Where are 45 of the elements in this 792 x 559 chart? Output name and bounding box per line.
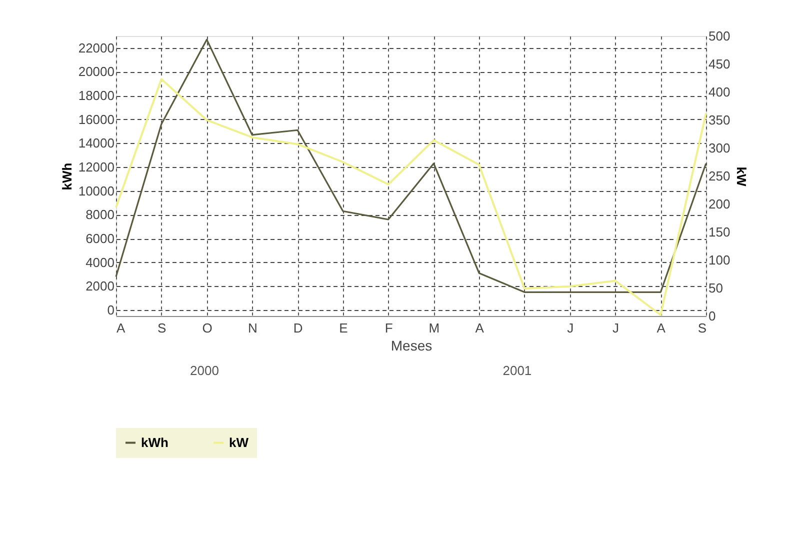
y-tick-label: 22000 [78, 40, 114, 56]
x-tick-label: S [698, 320, 707, 336]
text: 2000 [190, 363, 219, 378]
y2-tick-label: 0 [708, 308, 716, 324]
y2-tick-label: 100 [708, 252, 730, 268]
y2-tick-label: 50 [708, 280, 723, 296]
text: 2001 [502, 363, 532, 378]
x-tick-label: A [656, 320, 666, 336]
y2-tick-label: 200 [708, 196, 730, 212]
y2-tick-label: 500 [708, 28, 730, 44]
y2-tick-label: 300 [708, 140, 730, 156]
x-tick-label: M [428, 320, 440, 336]
x-tick-label: N [248, 320, 258, 336]
x-tick-label: A [475, 320, 484, 336]
y-tick-label: 2000 [86, 278, 114, 294]
y-tick-label: 12000 [78, 160, 114, 175]
y2-tick-label: 150 [708, 224, 730, 240]
x-tick-label: A [116, 320, 126, 336]
y-tick-label: 10000 [78, 183, 114, 198]
y2-tick-label: 400 [708, 84, 730, 100]
y2-tick-label: 250 [708, 168, 730, 184]
x-tick-label: E [339, 320, 348, 336]
legend-label: kWh [141, 434, 168, 450]
x-tick-label: J [567, 320, 574, 336]
y-tick-label: 14000 [78, 136, 114, 151]
x-tick-label: F [384, 320, 393, 336]
x-axis-title: Meses [390, 338, 432, 354]
y-tick-label: 16000 [78, 112, 114, 127]
y-tick-label: 18000 [78, 88, 114, 104]
x-tick-label: S [158, 320, 167, 336]
y-axis-title: kWh [59, 162, 74, 190]
legend-label: kW [229, 434, 250, 450]
x-tick-label: D [293, 320, 303, 336]
x-tick-label: J [612, 320, 619, 336]
x-tick-label: O [202, 320, 212, 336]
y2-tick-label: 350 [708, 112, 730, 128]
line-series [115, 78, 707, 316]
y-tick-label: 20000 [78, 64, 114, 80]
y2-axis-title: kW [734, 166, 750, 187]
y-tick-label: 6000 [86, 231, 114, 246]
y-tick-label: 8000 [86, 207, 114, 222]
y-tick-label: 4000 [86, 254, 114, 270]
y-tick-label: 0 [107, 302, 114, 318]
line-series [115, 38, 707, 293]
y2-tick-label: 450 [708, 56, 730, 72]
